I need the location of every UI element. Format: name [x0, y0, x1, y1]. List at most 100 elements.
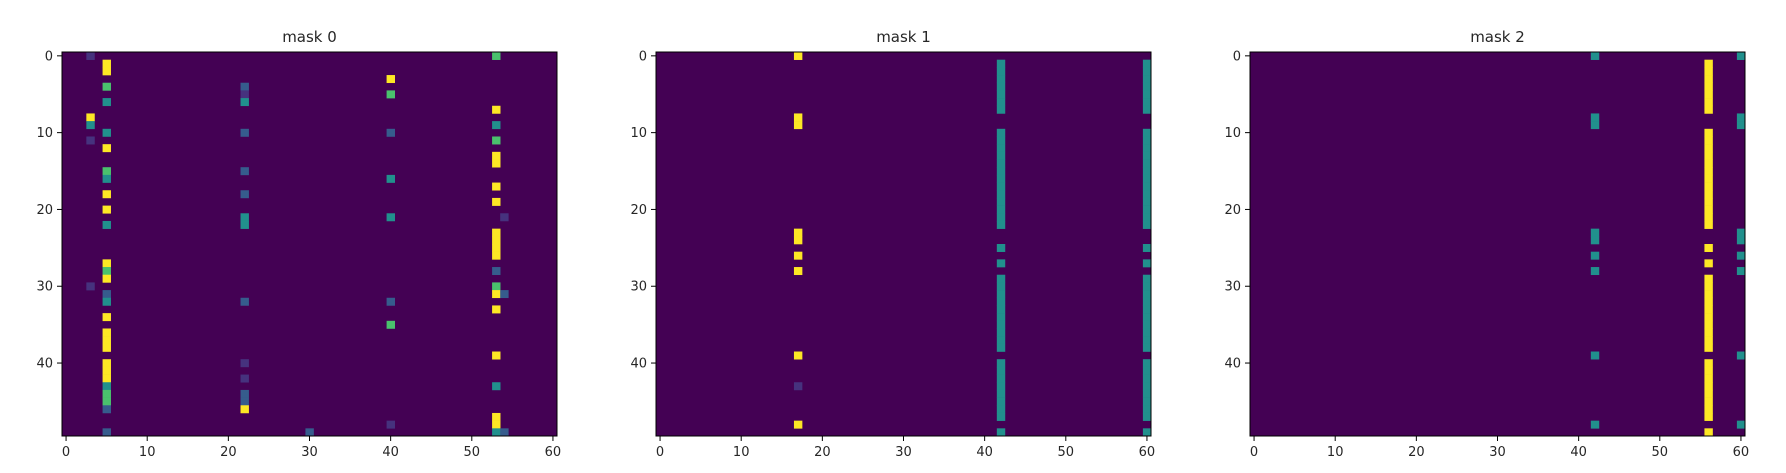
heatmap-cell	[1142, 59, 1152, 68]
heatmap-cell	[1736, 121, 1746, 130]
heatmap-cell	[1704, 220, 1713, 229]
heatmap-cell	[492, 182, 501, 191]
heatmap-cell	[1704, 412, 1713, 421]
heatmap-cell	[492, 197, 501, 206]
heatmap-cell	[996, 428, 1006, 437]
heatmap-cell	[996, 290, 1006, 299]
heatmap-cell	[492, 136, 501, 145]
heatmap-cell	[1142, 274, 1152, 283]
y-tick-label: 20	[1224, 203, 1241, 218]
heatmap-cell	[492, 52, 501, 60]
heatmap-cell	[1590, 267, 1600, 276]
heatmap-cell	[1704, 190, 1713, 199]
heatmap-cell	[996, 366, 1006, 375]
heatmap-cell	[240, 213, 249, 222]
heatmap-cell	[386, 75, 395, 84]
heatmap-cell	[1704, 151, 1713, 160]
heatmap-cell	[996, 374, 1006, 383]
heatmap-cell	[1142, 244, 1152, 252]
heatmap-cell	[1142, 174, 1152, 183]
heatmap-cell	[996, 220, 1006, 229]
heatmap-cell	[1142, 297, 1152, 306]
heatmap-cell	[386, 128, 395, 137]
heatmap-cell	[386, 320, 395, 329]
heatmap-cell	[86, 121, 95, 130]
heatmap-cell	[1704, 98, 1713, 107]
heatmap-cell	[793, 251, 803, 260]
heatmap-cell	[386, 213, 395, 222]
heatmap-cell	[102, 59, 111, 68]
heatmap-cell	[492, 228, 501, 237]
heatmap-cell	[1704, 82, 1713, 91]
heatmap-cell	[1736, 351, 1746, 360]
heatmap-cell	[1736, 236, 1746, 245]
heatmap-panel-1: mask 1 0 10 20 30 40 50 60 0 10 20 30 40	[630, 28, 1155, 460]
heatmap-cell	[492, 267, 501, 276]
heatmap-cell	[102, 190, 111, 199]
heatmap-cell	[102, 366, 111, 375]
heatmap-cell	[102, 428, 111, 437]
heatmap-background	[1250, 52, 1745, 436]
heatmap-cell	[386, 297, 395, 306]
heatmap-cell	[1704, 144, 1713, 153]
heatmap-cell	[996, 197, 1006, 206]
heatmap-cell	[240, 397, 249, 406]
heatmap-cell	[102, 167, 111, 176]
heatmap-cell	[996, 105, 1006, 114]
heatmap-cell	[1704, 313, 1713, 322]
heatmap-cell	[1142, 282, 1152, 291]
heatmap-cell	[1590, 420, 1600, 429]
heatmap-cell	[996, 244, 1006, 252]
heatmap-cell	[1704, 328, 1713, 337]
heatmap-cell	[1590, 113, 1600, 122]
y-tick-label: 40	[1224, 357, 1241, 372]
heatmap-cell	[1704, 297, 1713, 306]
heatmap-cell	[102, 290, 111, 299]
heatmap-cell	[240, 98, 249, 107]
heatmap-cell	[1142, 144, 1152, 153]
heatmap-cell	[1142, 320, 1152, 329]
heatmap-cell	[1704, 59, 1713, 68]
heatmap-cell	[86, 52, 95, 60]
y-tick-label: 10	[36, 126, 53, 141]
heatmap-cell	[1142, 220, 1152, 229]
y-tick-label: 40	[630, 357, 647, 372]
heatmap-cell	[1142, 190, 1152, 199]
heatmap-cell	[996, 259, 1006, 268]
heatmap-cell	[1142, 151, 1152, 160]
x-tick-label: 60	[545, 445, 562, 460]
heatmap-cell	[1142, 405, 1152, 414]
heatmap-cell	[1142, 82, 1152, 91]
y-tick-label: 20	[36, 203, 53, 218]
heatmap-cell	[240, 90, 249, 99]
y-tick-label: 0	[1233, 49, 1241, 64]
heatmap-cell	[1142, 167, 1152, 176]
heatmap-cell	[1142, 397, 1152, 406]
heatmap-cell	[1704, 259, 1713, 268]
heatmap-cell	[793, 121, 803, 130]
heatmap-cell	[240, 374, 249, 383]
x-tick-label: 40	[976, 445, 993, 460]
heatmap-cell	[492, 420, 501, 429]
heatmap-cell	[102, 267, 111, 276]
x-tick-label: 40	[382, 445, 399, 460]
heatmap-cell	[1736, 228, 1746, 237]
heatmap-cell	[102, 98, 111, 107]
heatmap-cell	[996, 397, 1006, 406]
heatmap-cell	[500, 290, 509, 299]
heatmap-cell	[793, 113, 803, 122]
heatmap-cell	[1704, 428, 1713, 437]
heatmap-cell	[1704, 290, 1713, 299]
heatmap-cell	[996, 136, 1006, 145]
heatmap-cell	[1590, 52, 1600, 60]
heatmap-cell	[1704, 244, 1713, 252]
heatmap-cell	[1142, 128, 1152, 137]
heatmap-cell	[1142, 205, 1152, 214]
heatmap-cell	[240, 82, 249, 91]
heatmap-cell	[1704, 305, 1713, 314]
heatmap-background	[656, 52, 1151, 436]
heatmap-cell	[1704, 397, 1713, 406]
x-tick-label: 20	[1408, 445, 1425, 460]
heatmap-cell	[492, 282, 501, 291]
